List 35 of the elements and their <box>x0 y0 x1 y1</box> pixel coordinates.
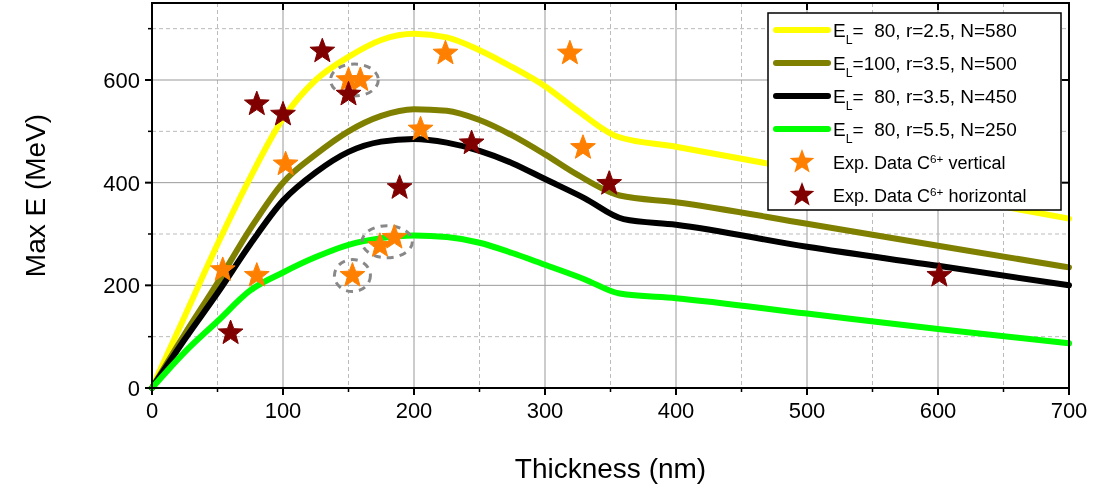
point <box>570 134 596 159</box>
point <box>243 262 270 287</box>
point <box>458 129 485 155</box>
y-tick-label: 600 <box>103 68 140 93</box>
x-tick-label: 400 <box>657 398 695 423</box>
x-tick-label: 300 <box>526 398 564 423</box>
point <box>309 37 336 63</box>
y-tick-label: 400 <box>103 170 140 196</box>
point <box>243 90 270 116</box>
legend-label: E$_{L}$= 80, r=5.5, N=250 <box>833 119 1017 146</box>
y-axis-title: Max E (MeV) <box>20 113 51 278</box>
x-tick-label: 700 <box>1050 398 1088 423</box>
x-tick-label: 500 <box>788 398 826 423</box>
legend-label: E$_{L}$= 80, r=2.5, N=580 <box>833 20 1017 47</box>
point <box>596 170 623 195</box>
y-tick-label: 0 <box>127 376 140 401</box>
x-tick-label: 600 <box>919 398 957 423</box>
y-tick-label: 200 <box>103 273 140 299</box>
point <box>432 39 459 65</box>
point <box>272 150 299 176</box>
point <box>217 319 244 345</box>
x-tick-label: 100 <box>264 398 302 423</box>
point <box>270 100 296 126</box>
legend-label: E$_{L}$= 80, r=3.5, N=450 <box>833 86 1017 113</box>
point <box>209 256 236 281</box>
legend-label: E$_{L}$=100, r=3.5, N=500 <box>833 53 1017 80</box>
point <box>386 174 413 199</box>
point <box>407 115 434 141</box>
point <box>557 39 583 65</box>
legend-label: Exp. Data C$^{6+}$ vertical <box>833 151 1006 173</box>
x-tick-label: 200 <box>395 398 433 423</box>
point <box>926 262 953 287</box>
x-axis-title: Thickness (nm) <box>514 453 707 484</box>
legend-label: Exp. Data C$^{6+}$ horizontal <box>833 184 1027 206</box>
x-tick-label: 0 <box>145 398 159 423</box>
